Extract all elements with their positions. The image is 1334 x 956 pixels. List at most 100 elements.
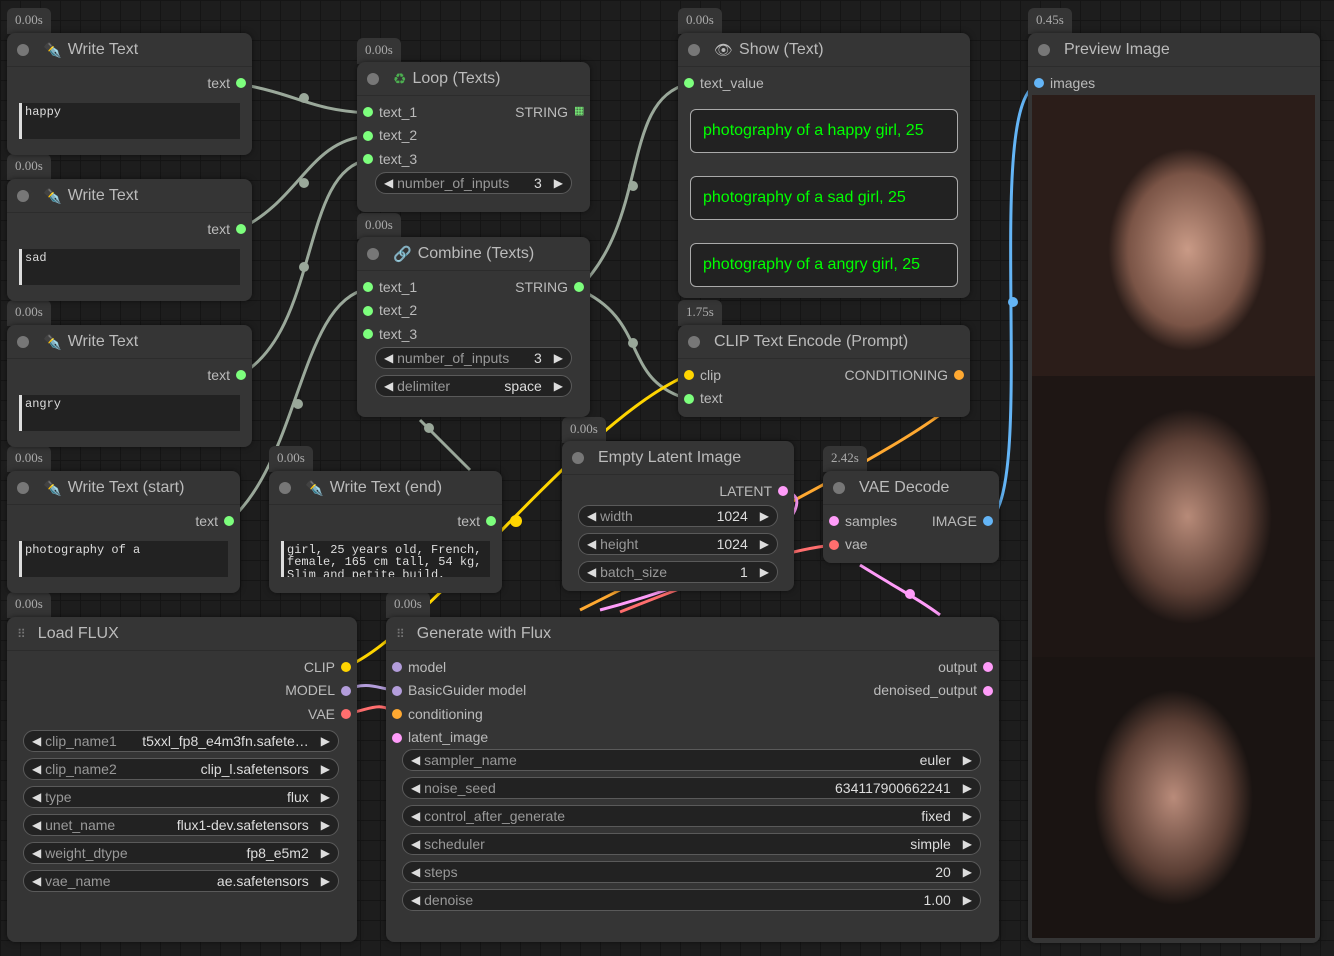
increment-arrow-icon[interactable]: ▶ xyxy=(962,837,972,851)
delimiter-widget[interactable]: ◀ delimiter space ▶ xyxy=(375,374,572,397)
list-output-grid-icon[interactable]: ▦ xyxy=(574,105,585,117)
input-slot[interactable] xyxy=(829,516,839,526)
text-input[interactable]: angry xyxy=(19,394,240,431)
preview-image-happy[interactable] xyxy=(1032,94,1315,376)
output-slot[interactable] xyxy=(778,486,788,496)
output-slot[interactable] xyxy=(236,370,246,380)
text-output-box[interactable]: photography of a happy girl, 25 xyxy=(690,108,958,153)
increment-arrow-icon[interactable]: ▶ xyxy=(759,508,769,523)
collapse-dot[interactable] xyxy=(833,481,845,494)
output-slot[interactable] xyxy=(983,685,993,696)
output-slot[interactable] xyxy=(574,282,584,292)
input-slot[interactable] xyxy=(829,539,839,550)
decrement-arrow-icon[interactable]: ◀ xyxy=(32,873,42,888)
number-of-inputs-widget[interactable]: ◀ number_of_inputs 3 ▶ xyxy=(375,346,572,369)
combine-texts-node[interactable]: 🔗 Combine (Texts) text_1 STRING text_2 tex… xyxy=(357,237,590,417)
decrement-arrow-icon[interactable]: ◀ xyxy=(32,761,42,776)
text-output-box[interactable]: photography of a angry girl, 25 xyxy=(690,242,958,287)
decrement-arrow-icon[interactable]: ◀ xyxy=(411,781,421,795)
decrement-arrow-icon[interactable]: ◀ xyxy=(384,350,394,365)
write-text-node-happy[interactable]: ✒️ Write Text text happy xyxy=(7,33,252,155)
empty-latent-image-node[interactable]: Empty Latent Image LATENT ◀ width 1024 ▶ ◀… xyxy=(562,441,794,591)
write-text-node-angry[interactable]: ✒️ Write Text text angry xyxy=(7,325,252,447)
output-slot[interactable] xyxy=(236,224,246,234)
denoise-widget[interactable]: ◀ denoise 1.00 ▶ xyxy=(402,889,981,911)
decrement-arrow-icon[interactable]: ◀ xyxy=(587,508,597,523)
input-slot[interactable] xyxy=(392,685,402,696)
text-input[interactable]: photography of a xyxy=(19,540,228,577)
input-slot[interactable] xyxy=(363,107,373,117)
increment-arrow-icon[interactable]: ▶ xyxy=(962,865,972,879)
output-slot[interactable] xyxy=(341,709,351,719)
increment-arrow-icon[interactable]: ▶ xyxy=(553,350,563,365)
weight-dtype-widget[interactable]: ◀ weight_dtype fp8_e5m2 ▶ xyxy=(23,841,339,864)
output-slot[interactable] xyxy=(341,685,351,696)
decrement-arrow-icon[interactable]: ◀ xyxy=(32,845,42,860)
input-slot[interactable] xyxy=(363,329,373,339)
collapse-dot[interactable] xyxy=(1038,43,1050,56)
input-slot[interactable] xyxy=(392,732,402,743)
output-slot[interactable] xyxy=(983,516,993,526)
collapse-dot[interactable] xyxy=(572,451,584,464)
clip-text-encode-node[interactable]: CLIP Text Encode (Prompt) clip CONDITIONI… xyxy=(678,325,970,417)
decrement-arrow-icon[interactable]: ◀ xyxy=(32,733,42,748)
number-of-inputs-widget[interactable]: ◀ number_of_inputs 3 ▶ xyxy=(375,171,572,194)
increment-arrow-icon[interactable]: ▶ xyxy=(320,761,330,776)
loop-texts-node[interactable]: ♻ Loop (Texts) text_1 STRING ▦ text_2 text_… xyxy=(357,62,590,212)
input-slot[interactable] xyxy=(363,154,373,164)
output-slot[interactable] xyxy=(341,662,351,672)
collapse-dot[interactable] xyxy=(688,335,700,348)
decrement-arrow-icon[interactable]: ◀ xyxy=(411,753,421,767)
decrement-arrow-icon[interactable]: ◀ xyxy=(32,817,42,832)
input-slot[interactable] xyxy=(363,282,373,292)
increment-arrow-icon[interactable]: ▶ xyxy=(759,564,769,579)
input-slot[interactable] xyxy=(363,305,373,316)
unet-name-widget[interactable]: ◀ unet_name flux1-dev.safetensors ▶ xyxy=(23,813,339,836)
width-widget[interactable]: ◀ width 1024 ▶ xyxy=(578,504,778,527)
increment-arrow-icon[interactable]: ▶ xyxy=(962,753,972,767)
input-slot[interactable] xyxy=(684,78,694,88)
output-slot[interactable] xyxy=(983,662,993,672)
decrement-arrow-icon[interactable]: ◀ xyxy=(384,378,394,393)
output-slot[interactable] xyxy=(486,516,496,526)
decrement-arrow-icon[interactable]: ◀ xyxy=(411,837,421,851)
increment-arrow-icon[interactable]: ▶ xyxy=(962,781,972,795)
write-text-start-node[interactable]: ✒️ Write Text (start) text photography of… xyxy=(7,471,240,593)
decrement-arrow-icon[interactable]: ◀ xyxy=(587,536,597,551)
steps-widget[interactable]: ◀ steps 20 ▶ xyxy=(402,861,981,883)
vae-name-widget[interactable]: ◀ vae_name ae.safetensors ▶ xyxy=(23,869,339,892)
increment-arrow-icon[interactable]: ▶ xyxy=(320,817,330,832)
vae-decode-node[interactable]: VAE Decode samples IMAGE vae xyxy=(823,471,999,563)
batch-size-widget[interactable]: ◀ batch_size 1 ▶ xyxy=(578,560,778,583)
input-slot[interactable] xyxy=(1034,78,1044,88)
decrement-arrow-icon[interactable]: ◀ xyxy=(411,809,421,823)
show-text-node[interactable]: 👁 Show (Text) text_value photography of a… xyxy=(678,33,970,298)
preview-image-sad[interactable] xyxy=(1032,375,1315,657)
increment-arrow-icon[interactable]: ▶ xyxy=(320,845,330,860)
preview-image-angry[interactable] xyxy=(1032,656,1315,938)
collapse-dot[interactable] xyxy=(17,481,29,494)
control-after-generate-widget[interactable]: ◀ control_after_generate fixed ▶ xyxy=(402,805,981,827)
collapse-dot[interactable] xyxy=(17,335,29,348)
collapse-dot[interactable] xyxy=(367,247,379,260)
input-slot[interactable] xyxy=(363,130,373,141)
decrement-arrow-icon[interactable]: ◀ xyxy=(587,564,597,579)
collapse-dot[interactable] xyxy=(279,481,291,494)
sampler-name-widget[interactable]: ◀ sampler_name euler ▶ xyxy=(402,749,981,771)
preview-image-node[interactable]: Preview Image images xyxy=(1028,33,1320,943)
decrement-arrow-icon[interactable]: ◀ xyxy=(384,175,394,190)
text-input[interactable]: sad xyxy=(19,248,240,285)
type-widget[interactable]: ◀ type flux ▶ xyxy=(23,785,339,808)
height-widget[interactable]: ◀ height 1024 ▶ xyxy=(578,532,778,555)
generate-with-flux-node[interactable]: ⠿ Generate with Flux model output BasicGui… xyxy=(386,617,999,942)
increment-arrow-icon[interactable]: ▶ xyxy=(320,873,330,888)
noise-seed-widget[interactable]: ◀ noise_seed 634117900662241 ▶ xyxy=(402,777,981,799)
increment-arrow-icon[interactable]: ▶ xyxy=(962,809,972,823)
input-slot[interactable] xyxy=(684,393,694,404)
output-slot[interactable] xyxy=(224,516,234,526)
clip-name2-widget[interactable]: ◀ clip_name2 clip_l.safetensors ▶ xyxy=(23,757,339,780)
text-input[interactable]: happy xyxy=(19,102,240,139)
increment-arrow-icon[interactable]: ▶ xyxy=(320,733,330,748)
decrement-arrow-icon[interactable]: ◀ xyxy=(411,893,421,907)
input-slot[interactable] xyxy=(392,662,402,672)
